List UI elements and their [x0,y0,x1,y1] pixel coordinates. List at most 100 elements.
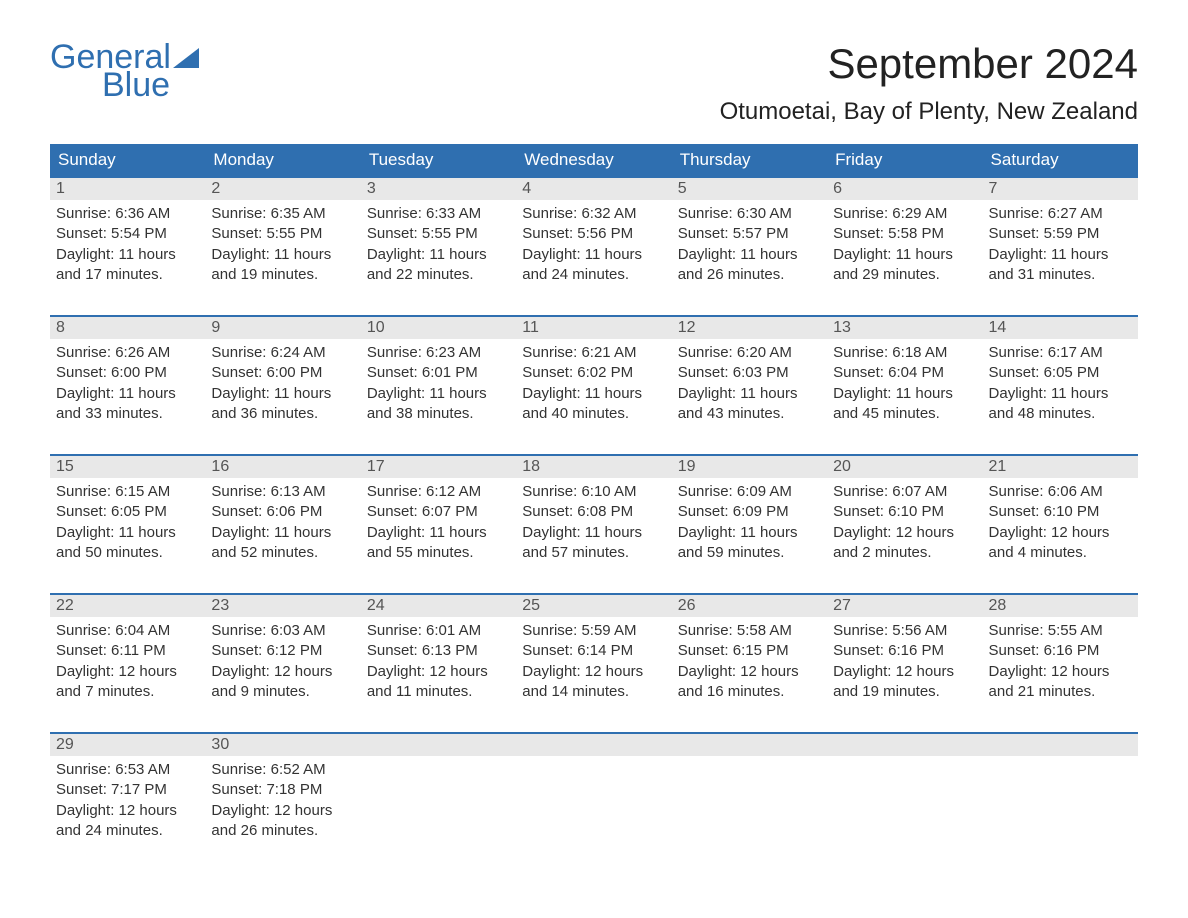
day-line: Sunset: 6:14 PM [522,641,665,661]
day-line: Sunrise: 6:27 AM [989,204,1132,224]
day-cell: 15Sunrise: 6:15 AMSunset: 6:05 PMDayligh… [50,455,205,594]
day-line: Sunrise: 6:15 AM [56,482,199,502]
day-data: Sunrise: 6:21 AMSunset: 6:02 PMDaylight:… [516,339,671,454]
day-cell: 23Sunrise: 6:03 AMSunset: 6:12 PMDayligh… [205,594,360,733]
day-cell: 13Sunrise: 6:18 AMSunset: 6:04 PMDayligh… [827,316,982,455]
day-line: Sunset: 6:00 PM [56,363,199,383]
day-line: Sunset: 5:55 PM [211,224,354,244]
day-line: Sunrise: 6:36 AM [56,204,199,224]
dow-row: Sunday Monday Tuesday Wednesday Thursday… [50,144,1138,177]
day-number [516,734,671,756]
day-line: Sunset: 6:16 PM [989,641,1132,661]
day-line: and 24 minutes. [522,265,665,285]
day-line: Daylight: 12 hours [989,523,1132,543]
day-line: and 40 minutes. [522,404,665,424]
day-data: Sunrise: 6:15 AMSunset: 6:05 PMDaylight:… [50,478,205,593]
day-line: Sunrise: 6:53 AM [56,760,199,780]
day-number: 1 [50,178,205,200]
day-line: Sunset: 6:09 PM [678,502,821,522]
day-line: and 21 minutes. [989,682,1132,702]
day-line: Daylight: 11 hours [833,384,976,404]
day-line: Daylight: 11 hours [522,523,665,543]
day-line: Daylight: 12 hours [56,662,199,682]
day-data: Sunrise: 5:56 AMSunset: 6:16 PMDaylight:… [827,617,982,732]
day-data: Sunrise: 6:35 AMSunset: 5:55 PMDaylight:… [205,200,360,315]
day-cell: 4Sunrise: 6:32 AMSunset: 5:56 PMDaylight… [516,177,671,316]
day-cell: 30Sunrise: 6:52 AMSunset: 7:18 PMDayligh… [205,733,360,871]
day-line: Sunset: 6:10 PM [989,502,1132,522]
day-line: and 52 minutes. [211,543,354,563]
day-line: Daylight: 12 hours [56,801,199,821]
day-line: and 19 minutes. [833,682,976,702]
day-line: and 36 minutes. [211,404,354,424]
day-line: Sunrise: 6:33 AM [367,204,510,224]
day-line: Sunset: 6:16 PM [833,641,976,661]
week-row: 1Sunrise: 6:36 AMSunset: 5:54 PMDaylight… [50,177,1138,316]
dow-header: Wednesday [516,144,671,177]
day-line: Sunrise: 6:23 AM [367,343,510,363]
day-line: Daylight: 11 hours [56,384,199,404]
day-line: Daylight: 12 hours [211,662,354,682]
day-line: Sunset: 6:05 PM [989,363,1132,383]
day-line: and 16 minutes. [678,682,821,702]
day-line: and 9 minutes. [211,682,354,702]
day-line: Sunrise: 6:20 AM [678,343,821,363]
day-cell: 20Sunrise: 6:07 AMSunset: 6:10 PMDayligh… [827,455,982,594]
day-number: 17 [361,456,516,478]
day-data: Sunrise: 6:01 AMSunset: 6:13 PMDaylight:… [361,617,516,732]
day-number: 19 [672,456,827,478]
day-cell [827,733,982,871]
day-line: Sunset: 5:58 PM [833,224,976,244]
day-line: Sunrise: 6:18 AM [833,343,976,363]
day-line: Sunset: 5:59 PM [989,224,1132,244]
day-data: Sunrise: 6:04 AMSunset: 6:11 PMDaylight:… [50,617,205,732]
day-number: 11 [516,317,671,339]
day-line: and 59 minutes. [678,543,821,563]
day-line: Sunset: 6:15 PM [678,641,821,661]
day-line: Sunset: 6:07 PM [367,502,510,522]
day-line: Sunset: 6:10 PM [833,502,976,522]
day-line: Sunset: 6:03 PM [678,363,821,383]
day-line: Sunset: 6:00 PM [211,363,354,383]
day-number: 6 [827,178,982,200]
dow-header: Thursday [672,144,827,177]
day-line: Daylight: 12 hours [989,662,1132,682]
day-line: and 14 minutes. [522,682,665,702]
day-data: Sunrise: 6:07 AMSunset: 6:10 PMDaylight:… [827,478,982,593]
day-line: and 57 minutes. [522,543,665,563]
day-line: Daylight: 12 hours [678,662,821,682]
day-data [516,756,671,796]
week-row: 29Sunrise: 6:53 AMSunset: 7:17 PMDayligh… [50,733,1138,871]
day-cell: 14Sunrise: 6:17 AMSunset: 6:05 PMDayligh… [983,316,1138,455]
week-row: 22Sunrise: 6:04 AMSunset: 6:11 PMDayligh… [50,594,1138,733]
day-data: Sunrise: 6:17 AMSunset: 6:05 PMDaylight:… [983,339,1138,454]
day-line: Sunset: 7:17 PM [56,780,199,800]
day-line: Sunrise: 6:35 AM [211,204,354,224]
day-data: Sunrise: 6:03 AMSunset: 6:12 PMDaylight:… [205,617,360,732]
day-line: Sunrise: 6:13 AM [211,482,354,502]
day-number: 22 [50,595,205,617]
day-line: Daylight: 11 hours [56,245,199,265]
day-line: Daylight: 11 hours [833,245,976,265]
day-data: Sunrise: 6:23 AMSunset: 6:01 PMDaylight:… [361,339,516,454]
day-line: and 43 minutes. [678,404,821,424]
day-line: Sunrise: 6:17 AM [989,343,1132,363]
day-cell: 7Sunrise: 6:27 AMSunset: 5:59 PMDaylight… [983,177,1138,316]
brand-logo: General Blue [50,40,199,102]
dow-header: Saturday [983,144,1138,177]
day-cell: 12Sunrise: 6:20 AMSunset: 6:03 PMDayligh… [672,316,827,455]
day-line: Daylight: 11 hours [678,245,821,265]
day-number: 3 [361,178,516,200]
day-line: Daylight: 11 hours [989,384,1132,404]
day-line: Daylight: 11 hours [211,523,354,543]
day-line: and 4 minutes. [989,543,1132,563]
day-data: Sunrise: 6:24 AMSunset: 6:00 PMDaylight:… [205,339,360,454]
day-line: Sunrise: 5:58 AM [678,621,821,641]
day-line: Daylight: 11 hours [989,245,1132,265]
day-number [827,734,982,756]
day-cell: 18Sunrise: 6:10 AMSunset: 6:08 PMDayligh… [516,455,671,594]
day-line: Sunrise: 6:21 AM [522,343,665,363]
day-cell: 19Sunrise: 6:09 AMSunset: 6:09 PMDayligh… [672,455,827,594]
day-cell [361,733,516,871]
day-line: Sunset: 5:56 PM [522,224,665,244]
